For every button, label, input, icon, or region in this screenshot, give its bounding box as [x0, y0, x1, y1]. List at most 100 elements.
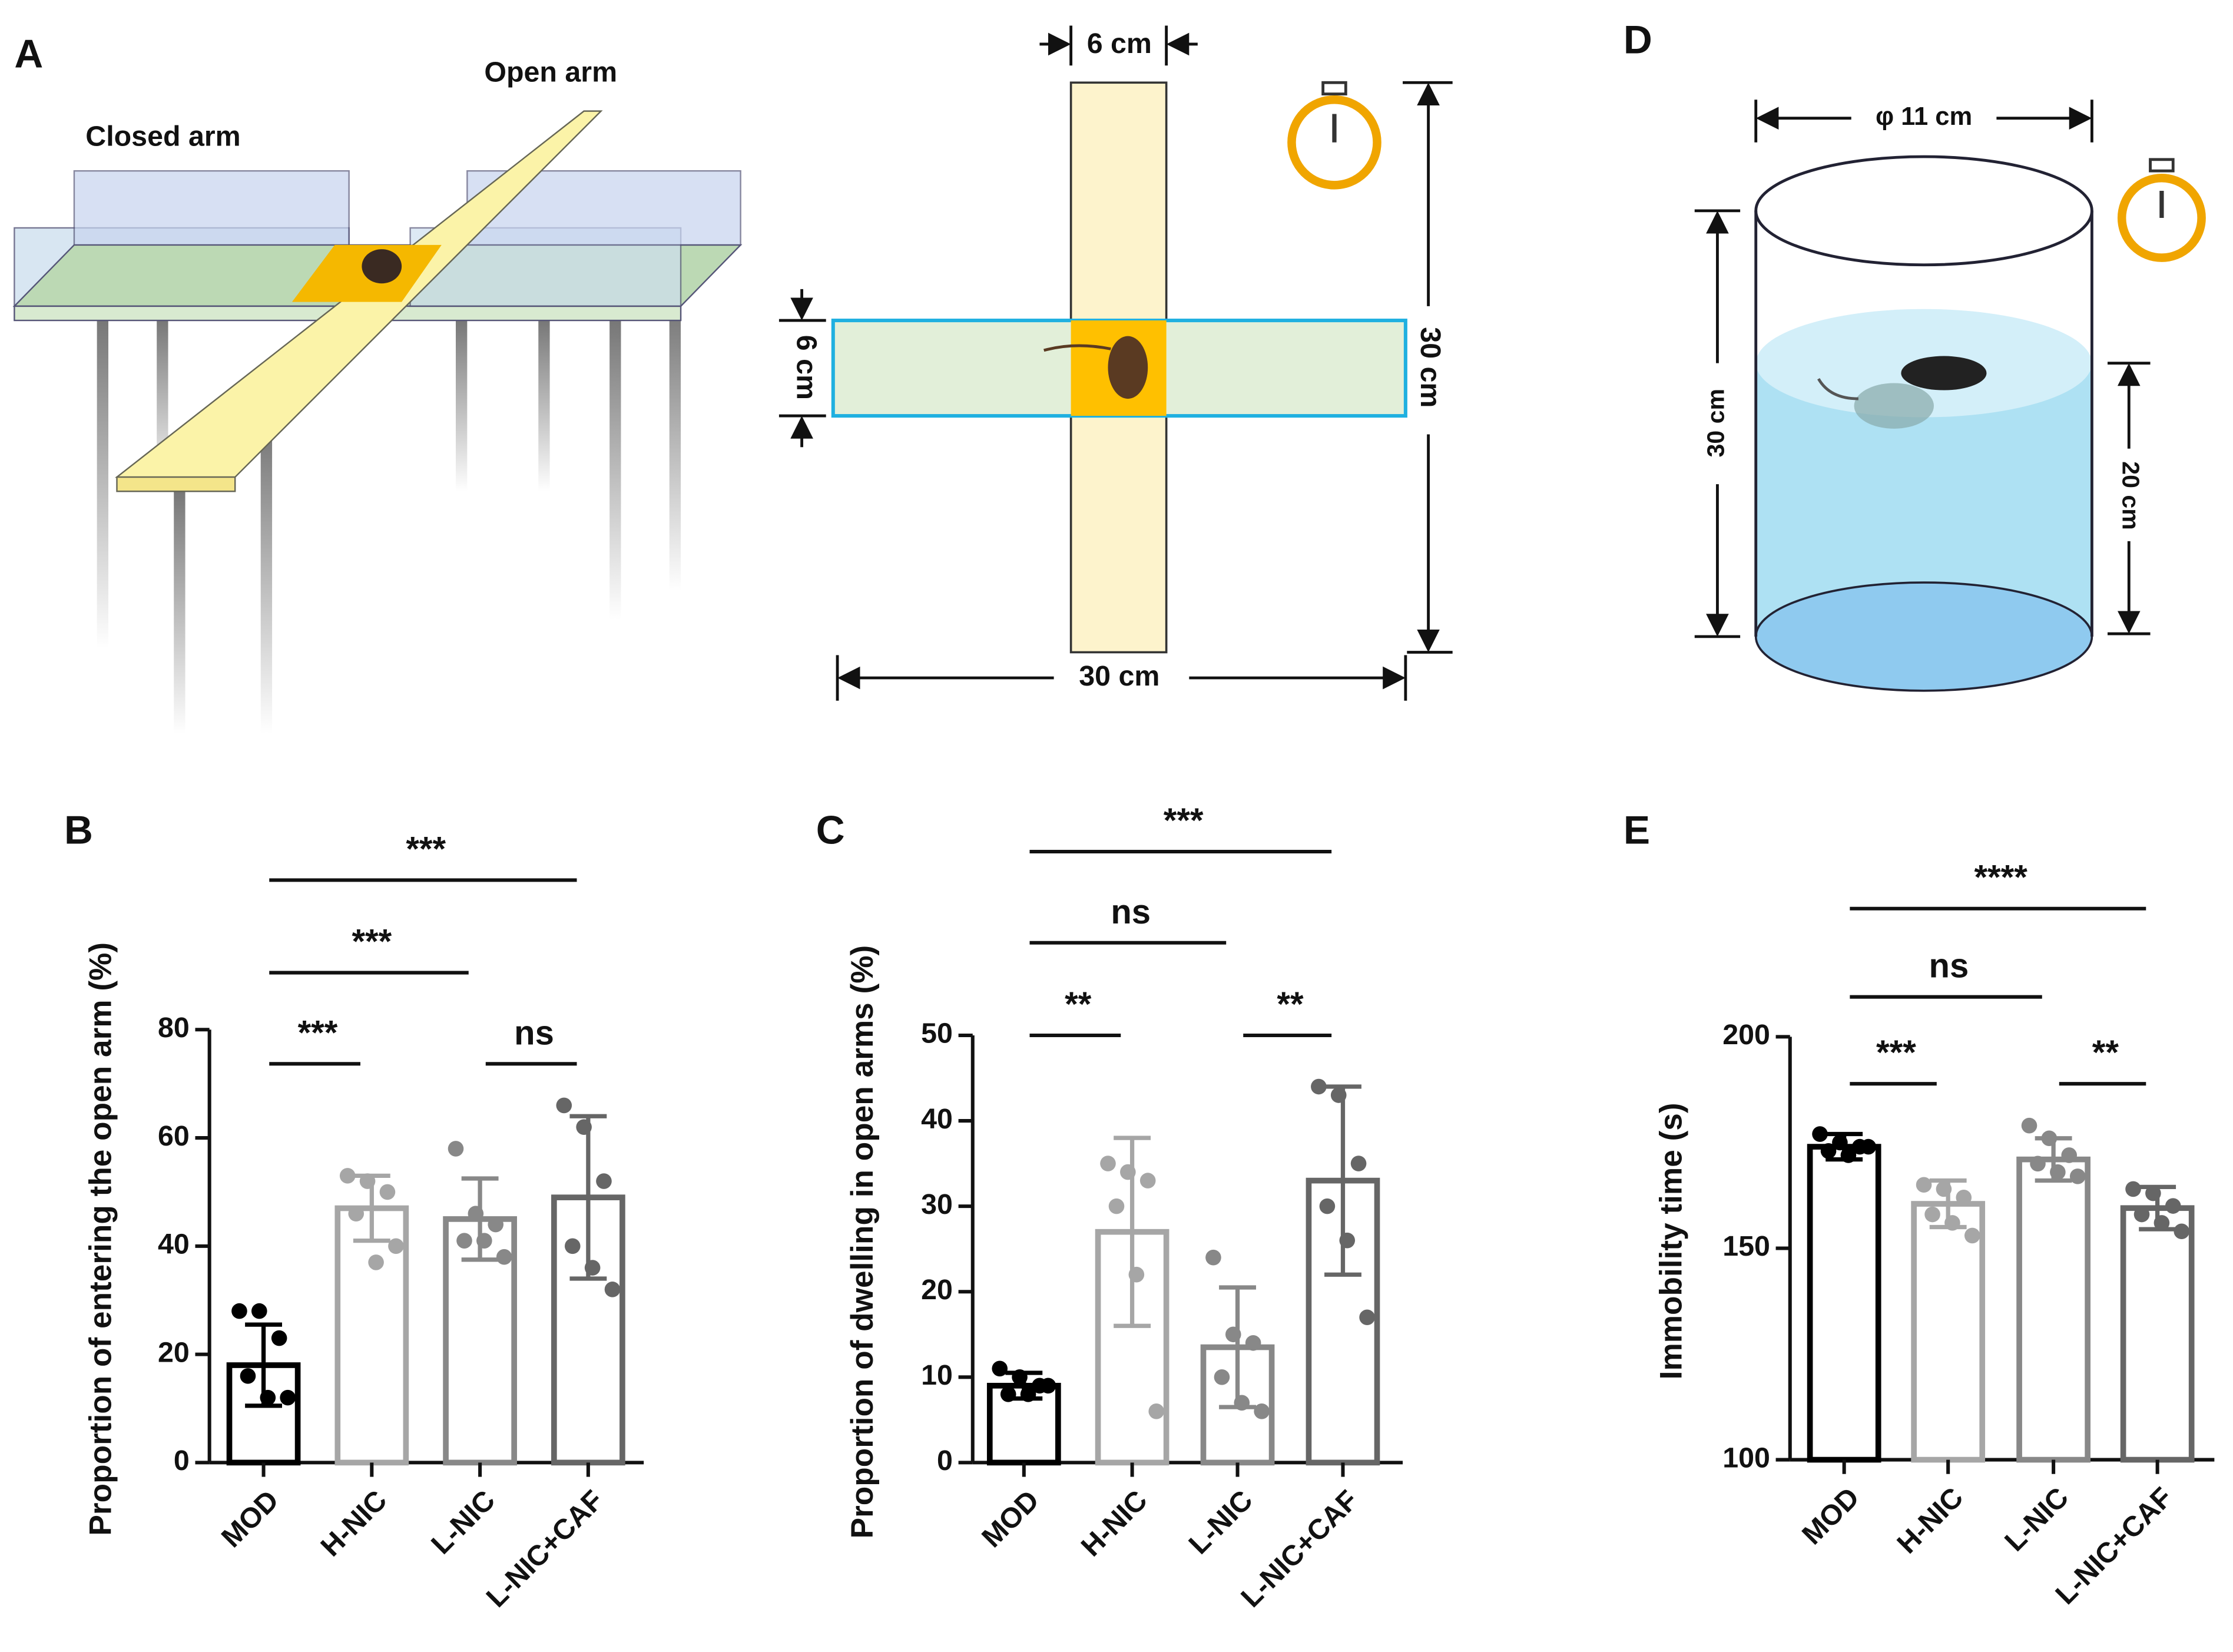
data-point: [1339, 1232, 1356, 1249]
y-tick-label: 150: [1722, 1230, 1770, 1262]
significance-label: ***: [352, 923, 392, 961]
x-tick-label: H-NIC: [314, 1484, 393, 1562]
panel-letter: B: [64, 808, 93, 852]
data-point: [1319, 1198, 1336, 1214]
data-point: [240, 1368, 256, 1384]
data-point: [1128, 1266, 1145, 1283]
y-tick-label: 10: [921, 1359, 953, 1391]
closed-arm-label: Closed arm: [85, 120, 240, 152]
data-point: [1100, 1156, 1116, 1171]
data-point: [496, 1249, 512, 1265]
x-tick-label: L-NIC+CAF: [480, 1484, 609, 1614]
dim-label: 30 cm: [1079, 660, 1159, 692]
y-tick-label: 60: [158, 1120, 190, 1152]
data-point: [2021, 1117, 2037, 1134]
data-point: [368, 1254, 384, 1270]
data-point: [1860, 1138, 1877, 1155]
data-point: [379, 1184, 396, 1200]
error-bar: [569, 1114, 607, 1281]
data-point: [1330, 1087, 1347, 1103]
data-point: [348, 1206, 365, 1222]
bar: [2016, 1156, 2090, 1463]
y-tick-label: 80: [158, 1012, 190, 1044]
significance-label: ***: [298, 1014, 338, 1052]
y-tick-label: 40: [921, 1103, 953, 1135]
significance-label: **: [1277, 985, 1304, 1024]
data-point: [2050, 1164, 2066, 1180]
data-point: [1205, 1249, 1221, 1266]
open-arm-label: Open arm: [484, 57, 617, 88]
y-tick-label: 0: [174, 1445, 190, 1476]
data-point: [1234, 1395, 1250, 1411]
data-point: [1108, 1198, 1125, 1214]
data-point: [1944, 1215, 1960, 1231]
swim-cylinder: D φ 11 cm 30 cm 20 cm: [1624, 18, 2206, 692]
data-point: [339, 1168, 356, 1184]
data-point: [2133, 1206, 2150, 1223]
panel-letter: C: [816, 808, 845, 852]
data-point: [2154, 1215, 2170, 1231]
data-point: [260, 1389, 276, 1406]
data-point: [1350, 1156, 1367, 1171]
y-tick-label: 50: [921, 1018, 953, 1050]
significance-label: ***: [1876, 1034, 1916, 1072]
data-point: [2125, 1181, 2141, 1197]
x-tick-label: MOD: [1796, 1481, 1866, 1551]
data-point: [556, 1097, 572, 1114]
data-point: [584, 1260, 601, 1276]
significance-label: ***: [1164, 802, 1204, 840]
data-point: [488, 1216, 504, 1233]
data-point: [1311, 1078, 1327, 1095]
y-tick-label: 20: [921, 1274, 953, 1306]
data-point: [231, 1303, 247, 1319]
dim-label: 30 cm: [1702, 389, 1729, 458]
y-tick-label: 30: [921, 1188, 953, 1220]
data-point: [1936, 1181, 1952, 1197]
data-point: [1964, 1227, 1980, 1244]
data-point: [1225, 1326, 1241, 1343]
data-point: [1820, 1143, 1837, 1159]
dim-label: φ 11 cm: [1876, 102, 1972, 131]
y-tick-label: 0: [937, 1445, 953, 1476]
data-point: [1214, 1369, 1230, 1385]
x-tick-label: L-NIC: [425, 1484, 501, 1560]
x-tick-label: H-NIC: [1891, 1481, 1969, 1560]
maze-3d: Closed arm Open arm A: [12, 32, 743, 734]
significance-label: ****: [1974, 859, 2027, 897]
y-axis-title: Proportion of entering the open arm (%): [83, 942, 118, 1536]
data-point: [1359, 1309, 1375, 1326]
data-point: [280, 1389, 296, 1406]
data-point: [1040, 1378, 1056, 1394]
data-point: [2069, 1168, 2086, 1184]
data-point: [2030, 1156, 2046, 1172]
dim-label: 20 cm: [2117, 461, 2144, 530]
maze-plan: 6 cm 6 cm 30 cm 30 cm: [778, 25, 1453, 701]
data-point: [2145, 1185, 2161, 1201]
data-point: [1832, 1134, 1848, 1151]
significance-label: **: [1065, 985, 1092, 1024]
data-point: [1020, 1386, 1036, 1402]
data-point: [1120, 1164, 1136, 1180]
data-point: [2041, 1130, 2058, 1147]
data-point: [1916, 1177, 1932, 1193]
dim-label: 30 cm: [1414, 327, 1446, 408]
y-axis-title: Immobility time (s): [1654, 1103, 1689, 1379]
data-point: [992, 1360, 1008, 1377]
data-point: [1245, 1335, 1261, 1351]
data-point: [2061, 1147, 2078, 1163]
data-point: [2174, 1223, 2190, 1240]
panel-letter: E: [1624, 808, 1650, 852]
bar: [2120, 1205, 2195, 1463]
data-point: [2165, 1198, 2181, 1214]
significance-label: ns: [514, 1014, 554, 1052]
y-tick-label: 20: [158, 1336, 190, 1368]
data-point: [604, 1282, 621, 1297]
data-point: [1840, 1147, 1857, 1163]
significance-label: ns: [1111, 893, 1151, 931]
x-tick-label: MOD: [216, 1484, 285, 1554]
x-tick-label: L-NIC: [1182, 1484, 1258, 1560]
y-tick-label: 100: [1722, 1442, 1770, 1474]
significance-label: **: [2092, 1034, 2119, 1072]
data-point: [564, 1238, 581, 1254]
